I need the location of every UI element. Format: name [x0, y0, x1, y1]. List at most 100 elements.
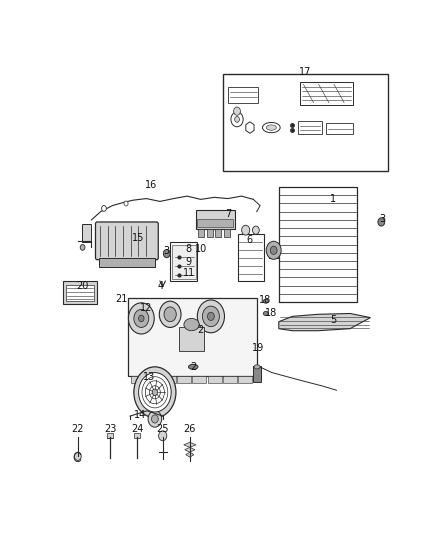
Polygon shape: [279, 313, 371, 330]
Circle shape: [202, 306, 219, 327]
Circle shape: [134, 367, 176, 418]
Text: 2: 2: [190, 362, 196, 372]
Circle shape: [148, 411, 162, 427]
Text: 8: 8: [186, 245, 192, 254]
FancyBboxPatch shape: [95, 222, 158, 260]
Bar: [99, 257, 155, 266]
Bar: [228, 86, 258, 103]
Text: 24: 24: [131, 424, 143, 434]
Circle shape: [138, 315, 144, 322]
Text: 18: 18: [265, 309, 277, 319]
Circle shape: [233, 107, 240, 115]
Bar: [179, 327, 204, 351]
Text: 22: 22: [71, 424, 84, 434]
Circle shape: [80, 245, 85, 251]
Text: 2: 2: [198, 325, 204, 335]
Circle shape: [197, 300, 224, 333]
Circle shape: [164, 307, 176, 322]
Circle shape: [152, 389, 158, 395]
Bar: [223, 229, 230, 237]
Text: 17: 17: [299, 67, 311, 77]
Bar: [63, 281, 97, 304]
Bar: [107, 433, 113, 438]
Text: 23: 23: [104, 424, 116, 434]
Text: 13: 13: [143, 372, 155, 382]
Ellipse shape: [263, 299, 268, 303]
Text: 21: 21: [115, 294, 127, 304]
Bar: [253, 366, 261, 382]
Bar: [162, 376, 176, 383]
Bar: [192, 376, 206, 383]
Bar: [172, 245, 196, 279]
Bar: [300, 82, 353, 105]
Ellipse shape: [266, 125, 276, 130]
Text: 3: 3: [379, 214, 385, 224]
Bar: [298, 122, 322, 134]
Text: 6: 6: [247, 236, 253, 245]
Circle shape: [134, 309, 149, 327]
Circle shape: [124, 201, 128, 206]
Text: 3: 3: [164, 246, 170, 256]
Bar: [82, 224, 92, 243]
Bar: [207, 229, 213, 237]
Circle shape: [128, 303, 154, 334]
Bar: [223, 74, 389, 171]
Bar: [146, 376, 161, 383]
Text: 11: 11: [183, 268, 195, 278]
Circle shape: [102, 206, 106, 211]
Bar: [170, 243, 197, 281]
Text: 20: 20: [76, 280, 89, 290]
Circle shape: [270, 246, 277, 254]
Text: 25: 25: [156, 424, 169, 434]
Polygon shape: [185, 447, 195, 452]
Bar: [238, 235, 264, 281]
Bar: [215, 229, 221, 237]
Circle shape: [152, 415, 158, 423]
Polygon shape: [246, 122, 254, 133]
Circle shape: [231, 112, 243, 127]
Text: 16: 16: [145, 180, 158, 190]
Circle shape: [159, 301, 181, 327]
Circle shape: [74, 452, 81, 461]
Circle shape: [378, 218, 385, 226]
Circle shape: [163, 249, 170, 257]
Bar: [208, 376, 222, 383]
Text: 9: 9: [186, 257, 192, 267]
Bar: [131, 376, 145, 383]
Bar: [177, 376, 191, 383]
Polygon shape: [184, 442, 196, 447]
Text: 18: 18: [259, 295, 271, 305]
Circle shape: [242, 225, 250, 235]
Bar: [223, 376, 237, 383]
Bar: [279, 187, 357, 302]
Bar: [326, 124, 353, 134]
Text: 15: 15: [132, 233, 144, 244]
Ellipse shape: [188, 365, 198, 369]
Text: 4: 4: [158, 280, 164, 290]
Text: 26: 26: [184, 424, 196, 434]
Circle shape: [138, 373, 171, 412]
Text: 7: 7: [225, 209, 231, 219]
Ellipse shape: [184, 318, 199, 330]
Text: 1: 1: [330, 195, 336, 204]
Text: 5: 5: [330, 314, 336, 325]
Ellipse shape: [263, 311, 268, 316]
Bar: [268, 243, 279, 257]
Circle shape: [208, 312, 214, 320]
Ellipse shape: [189, 326, 199, 331]
Bar: [238, 376, 252, 383]
Text: 19: 19: [252, 343, 265, 353]
Circle shape: [266, 241, 281, 260]
Bar: [128, 298, 257, 376]
Bar: [198, 229, 205, 237]
Ellipse shape: [262, 123, 280, 133]
Circle shape: [252, 226, 259, 235]
Polygon shape: [186, 452, 194, 457]
Text: 12: 12: [140, 303, 152, 313]
Ellipse shape: [254, 365, 260, 369]
Text: 14: 14: [134, 410, 146, 420]
Circle shape: [235, 117, 240, 122]
Bar: [196, 209, 235, 229]
Circle shape: [159, 431, 167, 441]
Bar: [66, 285, 95, 301]
